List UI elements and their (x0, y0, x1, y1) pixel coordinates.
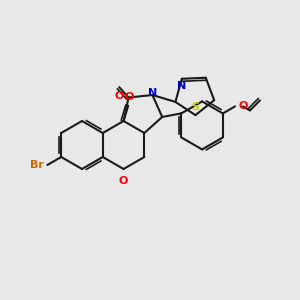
Text: N: N (177, 81, 186, 91)
Text: N: N (148, 88, 157, 98)
Text: O: O (124, 92, 134, 102)
Text: S: S (191, 102, 200, 112)
Text: O: O (238, 101, 247, 111)
Text: O: O (119, 176, 128, 186)
Text: O: O (115, 91, 124, 101)
Text: Br: Br (31, 160, 44, 170)
